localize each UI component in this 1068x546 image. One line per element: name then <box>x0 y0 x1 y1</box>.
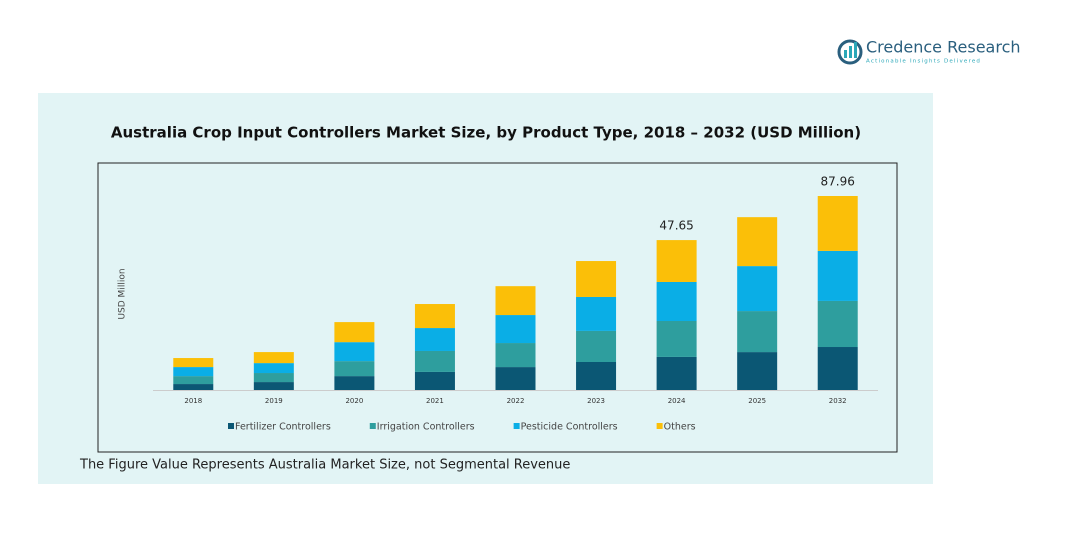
chart-title: Australia Crop Input Controllers Market … <box>111 124 861 142</box>
x-tick-label: 2018 <box>184 397 202 405</box>
plot: 2018 2019 2020 2021 2022 2023 2024 2025 2032 47.6… <box>173 175 858 433</box>
bar-segment <box>173 367 214 377</box>
panel <box>38 93 933 484</box>
bar-segment <box>737 266 778 312</box>
bar-segment <box>576 296 617 331</box>
bar-segment <box>737 352 778 390</box>
bar-segment <box>495 315 536 344</box>
bar-segment <box>656 320 697 357</box>
logo: Credence Research Actionable Insights De… <box>837 38 1021 65</box>
bar-segment <box>253 363 294 374</box>
x-tick-label: 2023 <box>587 397 605 405</box>
bar-segment <box>656 240 697 282</box>
bar-segment <box>334 322 375 343</box>
bar-segment <box>414 371 455 390</box>
x-tick-label: 2021 <box>426 397 444 405</box>
bar-segment <box>576 362 617 390</box>
bar-segment <box>817 250 858 301</box>
x-tick-label: 2020 <box>345 397 363 405</box>
x-tick-label: 2022 <box>507 397 525 405</box>
bar-segment <box>173 384 214 390</box>
bar-segment <box>656 356 697 390</box>
bar-segment <box>817 300 858 348</box>
logo-ring <box>837 39 863 65</box>
bar-segment <box>737 311 778 353</box>
bar-segment <box>656 281 697 321</box>
legend-label: Others <box>664 422 696 433</box>
bar-segment <box>495 343 536 368</box>
legend-swatch <box>656 423 663 429</box>
bar-segment <box>253 352 294 364</box>
legend-label: Irrigation Controllers <box>377 422 475 433</box>
logo-bar <box>849 46 852 58</box>
bar-segment <box>334 361 375 377</box>
bar-segment <box>173 376 214 385</box>
legend-label: Pesticide Controllers <box>521 422 618 433</box>
bar-segment <box>817 196 858 251</box>
bar-segment <box>414 304 455 329</box>
y-axis-label: USD Million <box>118 268 128 319</box>
bar-segment <box>495 367 536 390</box>
bar-segment <box>253 373 294 383</box>
legend-swatch <box>369 423 376 429</box>
chart-frame <box>97 162 898 453</box>
footnote: The Figure Value Represents Australia Ma… <box>79 458 570 473</box>
x-tick-label: 2025 <box>748 397 766 405</box>
legend-label: Fertilizer Controllers <box>235 422 331 433</box>
bar-segment <box>414 328 455 351</box>
bar-segment <box>576 261 617 297</box>
x-tick-label: 2032 <box>829 397 847 405</box>
bar-segment <box>334 342 375 362</box>
bar-segment <box>817 347 858 390</box>
legend-swatch <box>513 423 520 429</box>
x-tick-label: 2019 <box>265 397 283 405</box>
legend-swatch <box>228 423 234 429</box>
bar-segment <box>495 286 536 316</box>
total-label: 87.96 <box>821 175 855 189</box>
bar-segment <box>414 350 455 372</box>
bar-segment <box>253 382 294 390</box>
logo-bar <box>854 42 857 58</box>
x-tick-label: 2024 <box>668 397 686 405</box>
bar-segment <box>576 330 617 363</box>
bar-segment <box>334 376 375 390</box>
bar-segment <box>737 217 778 267</box>
brand-tagline: Actionable Insights Delivered <box>866 59 981 65</box>
total-label: 47.65 <box>659 219 693 233</box>
bar-segment <box>173 358 214 368</box>
brand-name: Credence Research <box>866 38 1021 57</box>
logo-bar <box>844 50 847 58</box>
